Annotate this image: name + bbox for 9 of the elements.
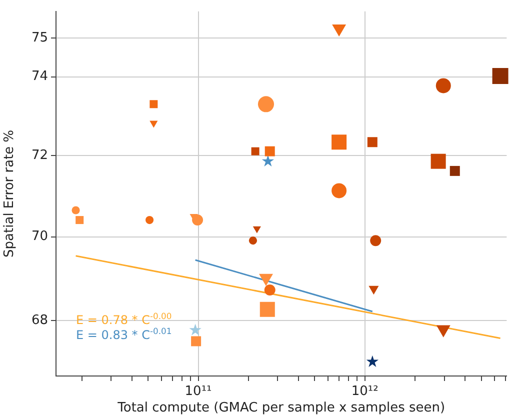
x-tick-label: 10¹² [351, 384, 378, 400]
x-axis-title: Total compute (GMAC per sample x samples seen) [116, 400, 446, 416]
y-tick-label: 74 [31, 69, 48, 84]
y-axis-title: Spatial Error rate % [2, 130, 18, 258]
y-tick-label: 70 [31, 229, 48, 244]
y-tick-label: 68 [31, 312, 48, 328]
y-tick-label: 72 [31, 148, 48, 164]
y-tick-label: 75 [31, 30, 48, 46]
x-tick-label: 10¹¹ [184, 384, 212, 400]
